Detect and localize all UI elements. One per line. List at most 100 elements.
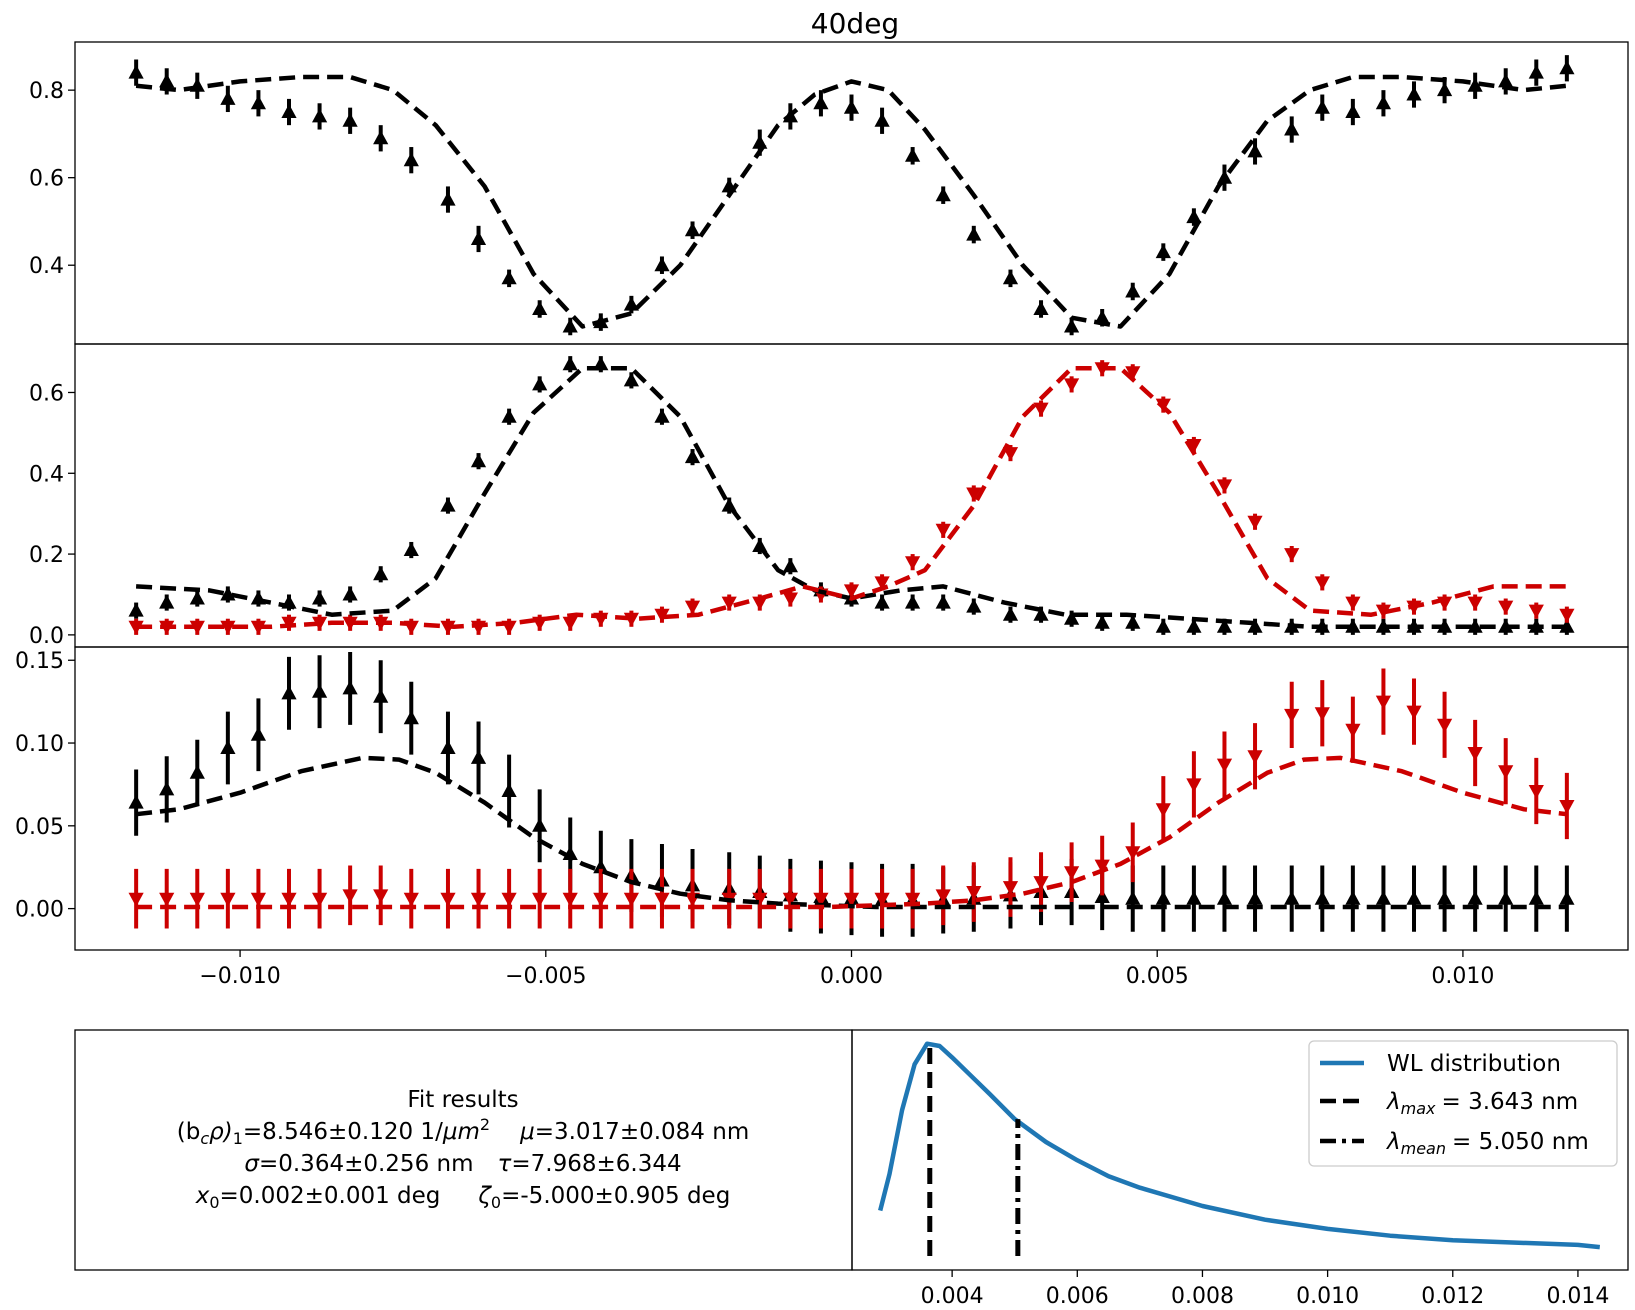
- middle-point: [905, 594, 921, 609]
- middle-point: [342, 616, 358, 631]
- middle-point: [1559, 608, 1575, 623]
- middle-ytick-label: 0.6: [29, 381, 64, 406]
- bottom-point: [782, 892, 798, 907]
- top-point: [1155, 244, 1171, 259]
- bottom-point: [1186, 778, 1202, 793]
- fit-results-text: Fit results (bcρ)1=8.546±0.120 1/μm2 μ=3.…: [177, 1087, 749, 1212]
- bottom-point: [1125, 890, 1141, 905]
- top-point: [684, 222, 701, 237]
- middle-point: [1528, 604, 1544, 619]
- bottom-point: [470, 749, 487, 764]
- top-point: [403, 152, 419, 167]
- bottom-point: [1498, 890, 1514, 905]
- legend-box: [1308, 1040, 1618, 1167]
- top-point: [1406, 86, 1422, 101]
- bottom-point: [1314, 707, 1330, 722]
- middle-point: [501, 408, 517, 423]
- middle-point: [1064, 610, 1080, 625]
- wl-xtick-label: 0.010: [1296, 1284, 1359, 1309]
- middle-point: [1284, 548, 1300, 563]
- bottom-ytick-label: 0.05: [15, 815, 64, 840]
- top-point: [342, 112, 358, 127]
- middle-point: [1498, 600, 1514, 615]
- bottom-point: [403, 710, 419, 725]
- fit-results-line-1: (bcρ)1=8.546±0.120 1/μm2 μ=3.017±0.084 nm: [177, 1115, 749, 1148]
- bottom-point: [1467, 890, 1483, 905]
- top-point: [159, 73, 175, 88]
- bottom-point: [1406, 705, 1422, 720]
- wl-xtick-label: 0.004: [921, 1284, 984, 1309]
- top-point: [562, 318, 578, 333]
- bottom-point: [1155, 890, 1171, 905]
- wl-xtick-label: 0.008: [1171, 1284, 1234, 1309]
- middle-point: [532, 616, 548, 631]
- wl-panel-frame: [851, 1029, 1629, 1271]
- middle-point: [1125, 366, 1141, 381]
- middle-point: [1314, 576, 1330, 591]
- fit-x0-symbol: x: [195, 1183, 210, 1209]
- middle-point: [905, 556, 921, 571]
- top-point: [1498, 73, 1514, 88]
- bottom-point: [128, 892, 144, 907]
- bottom-point: [874, 892, 890, 907]
- bottom-series-2-line: [135, 755, 1567, 910]
- top-series-1-line: [135, 74, 1568, 329]
- middle-point: [342, 586, 358, 601]
- legend-max-label: λmax = 3.643 nm: [1385, 1089, 1578, 1118]
- middle-point: [752, 596, 768, 611]
- fit-bcrho-label: (bcρ)1=8.546±0.120 1/μm2: [177, 1115, 490, 1148]
- fit-zeta0-symbol: ζ: [477, 1183, 492, 1209]
- top-point: [281, 104, 297, 118]
- fit-results-heading: Fit results: [407, 1087, 518, 1113]
- bottom-point: [935, 889, 951, 904]
- bottom-ytick-label: 0.15: [15, 649, 64, 674]
- bottom-point: [1437, 890, 1453, 905]
- fit-results-line-2: σ=0.364±0.256 nm τ=7.968±6.344: [244, 1151, 681, 1177]
- bottom-point: [1186, 890, 1202, 905]
- top-point: [1247, 143, 1263, 158]
- bottom-point: [813, 892, 829, 907]
- fit-mu-value: =3.017±0.084 nm: [535, 1119, 750, 1145]
- wl-legend: WL distribution λmax = 3.643 nm λmean = 5.…: [1308, 1040, 1618, 1167]
- top-point: [250, 95, 266, 110]
- top-point: [532, 301, 548, 315]
- middle-point: [1186, 618, 1202, 633]
- fit-sigma-value: =0.364±0.256 nm: [259, 1151, 474, 1177]
- middle-point: [1094, 614, 1110, 629]
- bottom-point: [593, 859, 609, 874]
- bottom-point: [470, 892, 487, 907]
- middle-point: [874, 576, 890, 591]
- legend-wl-label: WL distribution: [1387, 1051, 1561, 1077]
- bottom-point: [1559, 890, 1575, 905]
- top-point: [470, 231, 487, 245]
- bottom-ytick-label: 0.00: [15, 898, 64, 923]
- bottom-point: [623, 892, 639, 907]
- bottom-xtick-label: 0.010: [1431, 964, 1494, 989]
- middle-point: [470, 453, 487, 468]
- bottom-panel: 0.00 0.05 0.10 0.15 −0.010 −0.005 0.000 0.005 0.…: [15, 649, 1575, 989]
- top-point: [312, 108, 328, 123]
- wl-xtick-label: 0.012: [1421, 1284, 1484, 1309]
- bottom-point: [593, 892, 609, 907]
- top-point: [623, 296, 639, 311]
- bottom-point: [532, 892, 548, 907]
- bottom-point: [1284, 890, 1300, 905]
- bottom-point: [1345, 890, 1361, 905]
- top-ytick-label: 0.8: [29, 79, 64, 104]
- bottom-point: [250, 892, 266, 907]
- middle-point: [1345, 618, 1361, 633]
- middle-point: [220, 620, 236, 635]
- middle-ytick-label: 0.4: [29, 462, 64, 487]
- top-point: [1467, 77, 1483, 92]
- top-point: [1064, 318, 1080, 333]
- bottom-point: [1002, 881, 1019, 896]
- bottom-point: [312, 683, 328, 698]
- bottom-point: [905, 892, 921, 907]
- bottom-point: [1216, 758, 1233, 773]
- fit-x0-value: =0.002±0.001 deg: [220, 1183, 441, 1209]
- wl-series-0-line: [878, 1041, 1601, 1250]
- chart-title: 40deg: [811, 7, 899, 40]
- bottom-point: [159, 892, 175, 907]
- bottom-ytick-label: 0.10: [15, 732, 64, 757]
